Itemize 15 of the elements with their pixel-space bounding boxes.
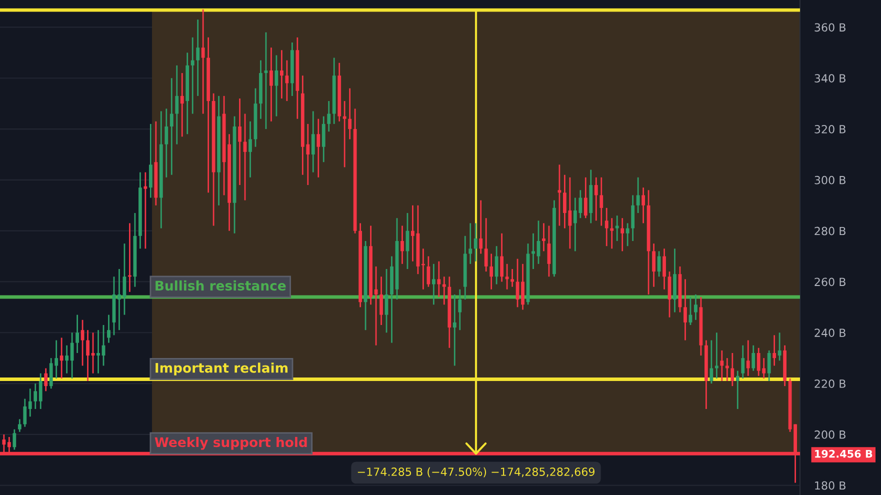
- y-tick-label: 220 B: [814, 380, 846, 388]
- ref-line-label: Bullish resistance: [156, 280, 286, 291]
- ref-line-label: Important reclaim: [156, 362, 288, 376]
- y-tick-label: 260 B: [814, 278, 846, 286]
- y-tick-label: 320 B: [814, 125, 846, 134]
- y-tick-label: 200 B: [814, 430, 846, 439]
- y-tick-label: 360 B: [814, 23, 846, 32]
- y-tick-label: 280 B: [814, 226, 846, 236]
- y-tick-label: 340 B: [814, 74, 846, 83]
- ref-line-label: Weekly support hold: [154, 436, 307, 450]
- y-tick-label: 180 B: [815, 481, 846, 490]
- y-tick-label: 192.456 B: [815, 450, 872, 458]
- y-tick-label: 240 B: [814, 328, 846, 338]
- y-tick-label: 300 B: [814, 176, 846, 184]
- annotation: −174.285 B (−47.50%) −174,285,282,669: [358, 467, 594, 478]
